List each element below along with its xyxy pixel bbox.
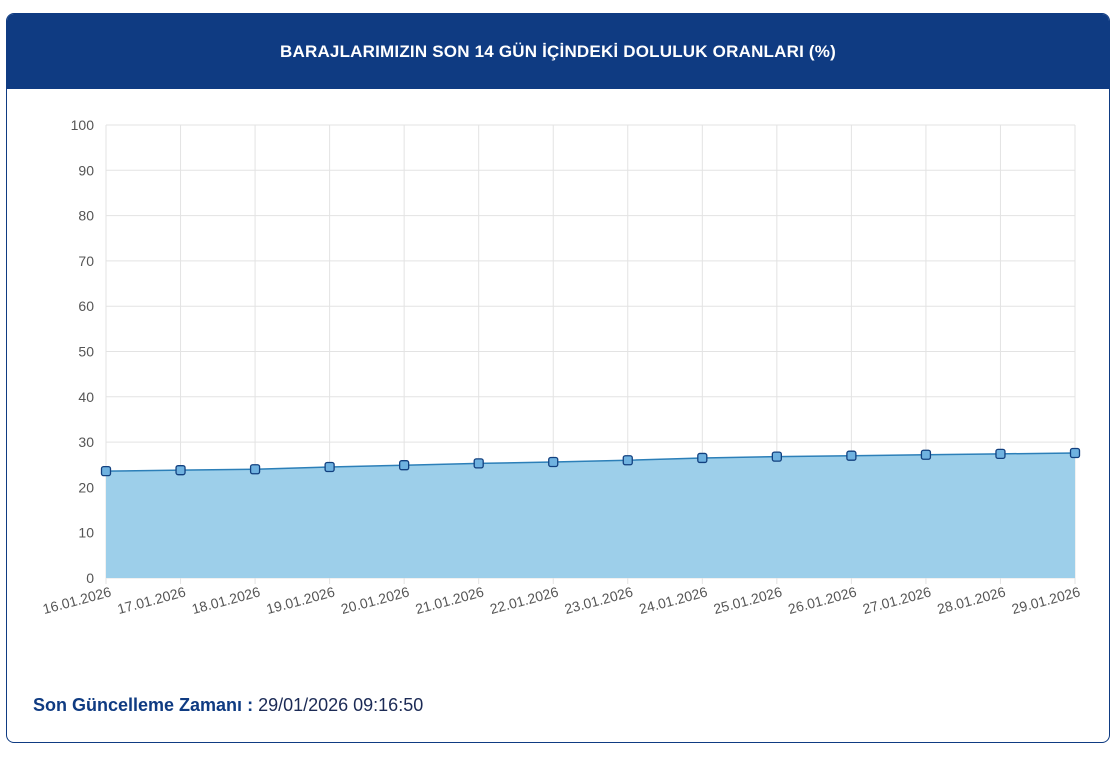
x-tick-label: 20.01.2026 xyxy=(339,583,411,617)
x-tick-label: 25.01.2026 xyxy=(712,583,784,617)
x-tick-label: 24.01.2026 xyxy=(637,583,709,617)
last-update: Son Güncelleme Zamanı : 29/01/2026 09:16… xyxy=(33,695,423,716)
x-tick-label: 22.01.2026 xyxy=(488,583,560,617)
y-tick-label: 40 xyxy=(78,389,94,405)
last-update-value: 29/01/2026 09:16:50 xyxy=(258,695,424,715)
line-area-chart: 0 10 20 30 40 50 60 70 80 90 100 16.01.2026 17.01.20… xyxy=(41,117,1082,617)
chart-title: BARAJLARIMIZIN SON 14 GÜN İÇİNDEKİ DOLUL… xyxy=(280,41,836,61)
data-point xyxy=(995,448,1006,460)
data-point xyxy=(622,455,633,466)
y-tick-label: 10 xyxy=(78,525,94,541)
data-point xyxy=(100,465,112,477)
data-point xyxy=(548,456,559,468)
data-point xyxy=(920,449,932,460)
last-update-label: Son Güncelleme Zamanı xyxy=(33,695,243,715)
series-line xyxy=(105,452,1076,472)
data-point xyxy=(175,465,186,476)
data-point xyxy=(697,452,708,464)
x-tick-label: 27.01.2026 xyxy=(861,583,933,617)
chart-area: 0 10 20 30 40 50 60 70 80 90 100 16.01.2026 17.01.20… xyxy=(7,89,1109,669)
data-point xyxy=(846,450,857,461)
y-tick-label: 20 xyxy=(78,479,94,495)
y-tick-label: 60 xyxy=(78,298,94,314)
x-tick-label: 21.01.2026 xyxy=(414,583,486,617)
x-tick-label: 16.01.2026 xyxy=(41,583,113,617)
chart-card: BARAJLARIMIZIN SON 14 GÜN İÇİNDEKİ DOLUL… xyxy=(6,13,1110,743)
data-point xyxy=(771,451,782,462)
y-tick-label: 80 xyxy=(78,208,94,224)
x-tick-label: 23.01.2026 xyxy=(563,583,635,617)
y-tick-label: 100 xyxy=(71,117,95,133)
x-tick-label: 26.01.2026 xyxy=(786,583,858,617)
series-area xyxy=(106,452,1075,578)
y-tick-label: 70 xyxy=(78,253,94,269)
data-point xyxy=(249,464,261,475)
y-tick-label: 0 xyxy=(86,570,94,586)
card-header: BARAJLARIMIZIN SON 14 GÜN İÇİNDEKİ DOLUL… xyxy=(7,14,1109,89)
x-tick-label: 19.01.2026 xyxy=(265,583,337,617)
y-tick-label: 90 xyxy=(78,162,94,178)
y-tick-label: 30 xyxy=(78,434,94,450)
x-tick-label: 17.01.2026 xyxy=(115,583,187,617)
x-tick-label: 18.01.2026 xyxy=(190,583,262,617)
x-tick-label: 28.01.2026 xyxy=(935,583,1007,617)
data-point xyxy=(324,461,335,473)
data-point xyxy=(1069,447,1081,459)
data-point xyxy=(399,460,410,471)
last-update-separator: : xyxy=(242,695,259,715)
x-tick-label: 29.01.2026 xyxy=(1010,583,1082,617)
y-tick-label: 50 xyxy=(78,344,94,360)
data-point xyxy=(473,458,484,469)
